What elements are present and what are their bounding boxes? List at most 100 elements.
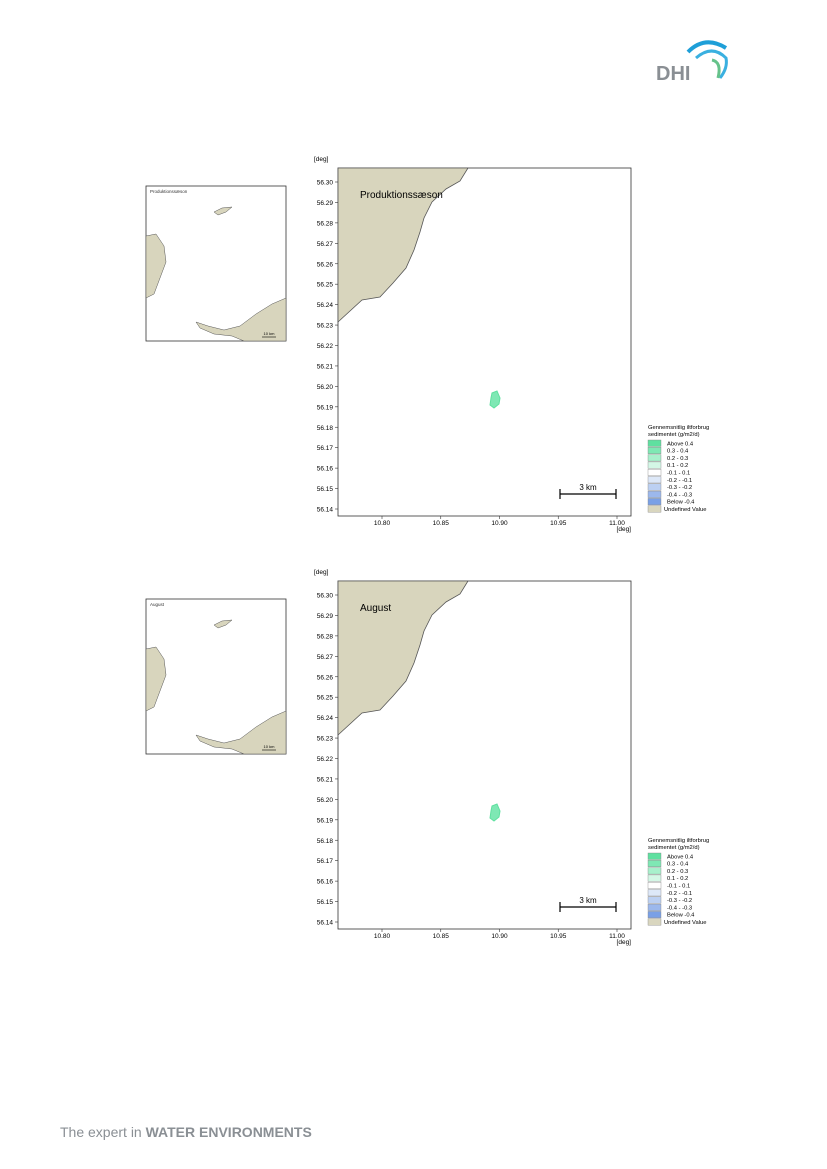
y-tick-label: 56.25 <box>317 695 334 702</box>
y-tick-label: 56.18 <box>317 425 334 432</box>
scale-bar-label: 3 km <box>579 896 597 905</box>
legend-swatch <box>647 483 662 491</box>
y-tick-label: 56.24 <box>317 302 334 309</box>
scale-bar <box>559 902 617 912</box>
logo: DHI <box>656 40 728 85</box>
y-tick-label: 56.22 <box>317 343 334 350</box>
map-title: August <box>360 603 391 614</box>
legend-swatch <box>647 852 662 860</box>
legend-label: Above 0.4 <box>667 854 694 860</box>
legend-swatch <box>647 505 662 513</box>
legend-label: 0.1 - 0.2 <box>667 463 688 469</box>
inset-scale-label: 10 km <box>264 331 276 336</box>
y-tick-label: 56.28 <box>317 220 334 227</box>
legend-label: Below -0.4 <box>667 913 695 919</box>
y-tick-label: 56.17 <box>317 445 334 452</box>
inset-map: August 10 km <box>145 598 287 755</box>
y-tick-label: 56.19 <box>317 404 334 411</box>
inset-land <box>213 619 233 629</box>
legend-swatch <box>647 882 662 889</box>
legend-swatch <box>647 903 662 911</box>
y-unit: [deg] <box>314 569 329 576</box>
legend-swatch <box>647 461 662 469</box>
y-tick-label: 56.19 <box>317 817 334 824</box>
y-tick-label: 56.21 <box>317 776 334 783</box>
legend-swatch <box>647 454 662 462</box>
main-map: Produktionssæson [deg] [deg] 56.30 56.29 56.2… <box>314 156 632 533</box>
legend-label: -0.1 - 0.1 <box>667 471 690 477</box>
y-tick-label: 56.20 <box>317 797 334 804</box>
legend-label: Below -0.4 <box>667 500 695 506</box>
inset-land <box>213 206 233 216</box>
legend-label: Undefined Value <box>664 920 706 926</box>
y-tick-label: 56.16 <box>317 466 334 473</box>
main-map: August [deg] [deg] 56.30 56.29 56.28 56.27 56.2… <box>314 569 632 946</box>
footer-lead-text: The expert in <box>60 1124 142 1140</box>
sediment-patch <box>489 390 501 409</box>
legend-label: 0.2 - 0.3 <box>667 456 688 462</box>
legend-swatch <box>647 447 662 454</box>
legend-label: -0.4 - -0.3 <box>667 905 692 911</box>
legend-swatch <box>647 874 662 882</box>
legend-label: -0.4 - -0.3 <box>667 492 692 498</box>
y-tick-label: 56.15 <box>317 486 334 493</box>
y-tick-label: 56.29 <box>317 613 334 620</box>
inset-title: Produktionssæson <box>150 189 188 194</box>
legend-label: -0.3 - -0.2 <box>667 485 692 491</box>
y-tick-label: 56.17 <box>317 858 334 865</box>
legend-label: Undefined Value <box>664 507 706 513</box>
inset-land <box>145 646 167 712</box>
map-panel: Produktionssæson 10 km Produktionssæson [de… <box>145 156 709 533</box>
sediment-patch <box>489 803 501 822</box>
y-tick-label: 56.28 <box>317 633 334 640</box>
inset-land <box>195 297 287 342</box>
scale-bar <box>559 489 617 499</box>
y-tick-label: 56.16 <box>317 879 334 886</box>
legend-title: sedimentet (g/m2/d) <box>648 432 700 438</box>
x-tick-label: 10.95 <box>550 520 567 527</box>
coast-land <box>337 580 469 736</box>
y-tick-label: 56.15 <box>317 899 334 906</box>
legend-label: 0.1 - 0.2 <box>667 876 688 882</box>
x-tick-label: 10.95 <box>550 933 567 940</box>
legend-label: 0.3 - 0.4 <box>667 449 689 455</box>
x-tick-label: 10.85 <box>433 520 450 527</box>
legend-swatch <box>647 439 662 447</box>
y-tick-label: 56.26 <box>317 261 334 268</box>
y-tick-label: 56.21 <box>317 363 334 370</box>
legend-label: -0.1 - 0.1 <box>667 884 690 890</box>
legend-title: Gennemsnitlig iltforbrug <box>648 838 709 844</box>
coast-land <box>337 167 469 323</box>
y-unit: [deg] <box>314 156 329 163</box>
map-title: Produktionssæson <box>360 190 443 201</box>
legend-swatch <box>647 889 662 897</box>
y-tick-label: 56.18 <box>317 838 334 845</box>
y-tick-label: 56.30 <box>317 180 334 187</box>
y-tick-label: 56.29 <box>317 200 334 207</box>
x-tick-label: 10.90 <box>491 520 508 527</box>
y-tick-label: 56.14 <box>317 507 334 514</box>
y-tick-label: 56.30 <box>317 593 334 600</box>
x-unit: [deg] <box>617 939 632 946</box>
y-tick-label: 56.24 <box>317 715 334 722</box>
legend-title: sedimentet (g/m2/d) <box>648 845 700 851</box>
footer-lead: The expert in WATER ENVIRONMENTS <box>60 1124 312 1140</box>
y-tick-label: 56.23 <box>317 736 334 743</box>
legend-swatch <box>647 490 662 498</box>
x-tick-label: 10.90 <box>491 933 508 940</box>
inset-land <box>195 710 287 755</box>
logo-wave <box>695 49 728 79</box>
y-tick-label: 56.27 <box>317 654 334 661</box>
legend-swatch <box>647 469 662 476</box>
legend-label: -0.3 - -0.2 <box>667 898 692 904</box>
y-tick-label: 56.23 <box>317 323 334 330</box>
y-tick-label: 56.25 <box>317 282 334 289</box>
legend-label: 0.3 - 0.4 <box>667 862 689 868</box>
legend-swatch <box>647 911 662 919</box>
legend-label: -0.2 - -0.1 <box>667 478 692 484</box>
logo-wave <box>711 58 721 79</box>
legend-swatch <box>647 860 662 867</box>
